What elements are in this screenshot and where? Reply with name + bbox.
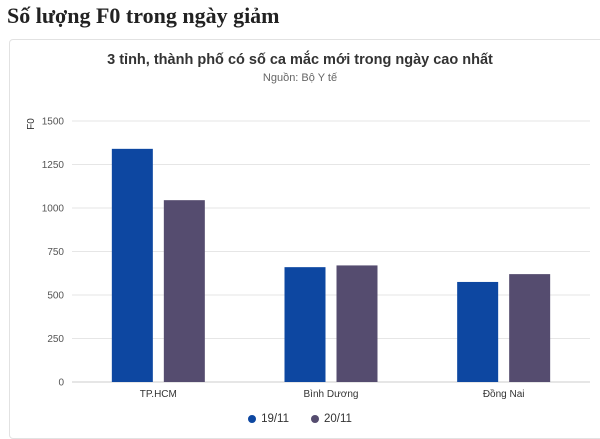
legend-item-series-1[interactable]: 19/11	[248, 413, 289, 425]
bar-2[interactable]	[336, 265, 378, 382]
legend-label-series-2: 20/11	[324, 413, 352, 425]
bar-chart: 0 250 500 750 1000 1250 1500 F0 TP.HCM Bình Dương…	[26, 117, 590, 400]
y-tick-label: 250	[47, 334, 64, 345]
bar-2[interactable]	[163, 200, 205, 382]
y-tick-label: 500	[47, 291, 64, 302]
legend-item-series-2[interactable]: 20/11	[311, 413, 352, 425]
chart-title: 3 tỉnh, thành phố có số ca mắc mới trong…	[107, 52, 493, 68]
chart-legend: 19/11 20/11	[0, 413, 600, 425]
bar-1[interactable]	[457, 281, 499, 382]
bar-2[interactable]	[509, 274, 551, 382]
y-tick-label: 1250	[42, 160, 65, 171]
y-axis-label: F0	[26, 118, 37, 130]
legend-label-series-1: 19/11	[261, 413, 289, 425]
bar-1[interactable]	[111, 148, 153, 382]
x-category-label: Đồng Nai	[483, 388, 525, 400]
y-tick-label: 1500	[42, 117, 65, 128]
page-headline: Số lượng F0 trong ngày giảm	[7, 3, 280, 28]
y-tick-label: 750	[47, 247, 64, 258]
y-tick-label: 0	[58, 378, 64, 389]
x-category-label: Bình Dương	[304, 389, 359, 400]
x-category-label: TP.HCM	[140, 389, 177, 400]
chart-subtitle: Nguồn: Bộ Y tế	[262, 72, 338, 84]
bar-1[interactable]	[284, 267, 326, 382]
y-tick-label: 1000	[42, 204, 65, 215]
legend-dot-series-1	[248, 415, 257, 423]
legend-dot-series-2	[311, 415, 319, 423]
